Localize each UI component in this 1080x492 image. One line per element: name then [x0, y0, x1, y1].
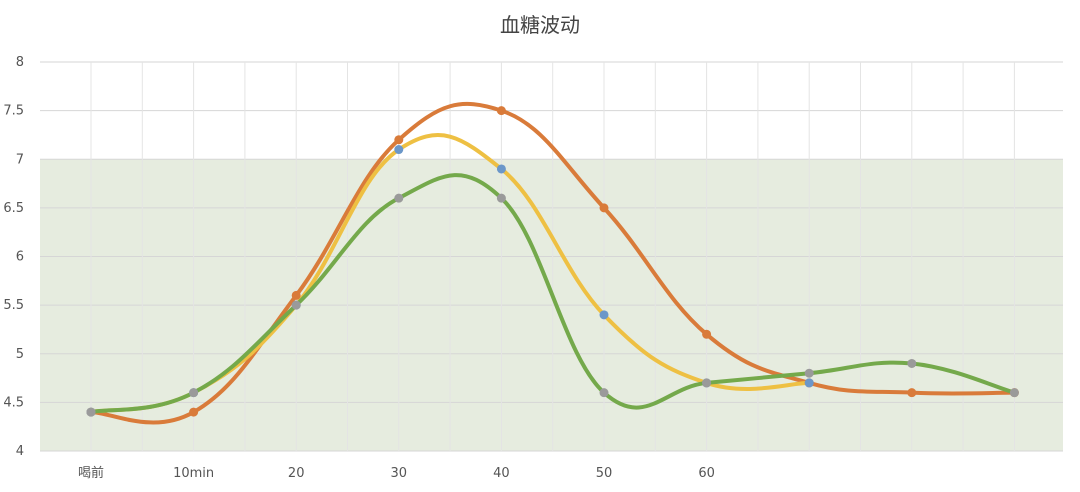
series-3-point: [86, 407, 96, 417]
series-3-point: [804, 368, 814, 378]
series-1-point: [189, 407, 199, 417]
series-3-point: [189, 388, 199, 398]
series-1-point: [291, 290, 301, 300]
series-1-point: [599, 203, 609, 213]
series-1-point: [702, 329, 712, 339]
series-markers: [86, 106, 1019, 417]
series-3-point: [496, 193, 506, 203]
y-tick-label: 6.5: [3, 201, 24, 216]
y-tick-label: 4: [16, 444, 24, 459]
chart-title: 血糖波动: [500, 13, 580, 37]
series-3-point: [394, 193, 404, 203]
x-tick-label: 20: [288, 466, 305, 481]
series-line-3: [89, 173, 1017, 415]
x-axis-ticks: 喝前 10min 20 30 40 50 60: [78, 465, 715, 481]
series-2-point: [804, 378, 814, 388]
x-tick-label: 50: [596, 466, 613, 481]
y-tick-label: 8: [16, 55, 24, 70]
gridlines: [40, 61, 1063, 452]
series-3-point: [291, 300, 301, 310]
series-2-point: [394, 145, 404, 155]
series-2-point: [599, 310, 609, 320]
series-1-point: [394, 135, 404, 145]
y-tick-label: 4.5: [3, 395, 24, 410]
x-tick-label: 喝前: [78, 465, 104, 481]
series-1-point: [496, 106, 506, 116]
y-tick-label: 7: [16, 152, 24, 167]
series-3-point: [1009, 388, 1019, 398]
y-tick-label: 5.5: [3, 298, 24, 313]
x-tick-label: 10min: [173, 466, 214, 481]
y-tick-label: 7.5: [3, 104, 24, 119]
x-tick-label: 60: [698, 466, 715, 481]
y-tick-label: 6: [16, 250, 24, 265]
series-lines: [89, 102, 1017, 425]
series-3-point: [702, 378, 712, 388]
y-tick-label: 5: [16, 347, 24, 362]
x-tick-label: 40: [493, 466, 510, 481]
series-3-point: [599, 388, 609, 398]
y-axis-ticks: 4 4.5 5 5.5 6 6.5 7 7.5 8: [3, 55, 24, 459]
x-tick-label: 30: [391, 466, 408, 481]
series-line-1: [89, 102, 1017, 425]
series-3-point: [907, 358, 917, 368]
series-2-point: [496, 164, 506, 174]
series-1-point: [907, 388, 917, 398]
